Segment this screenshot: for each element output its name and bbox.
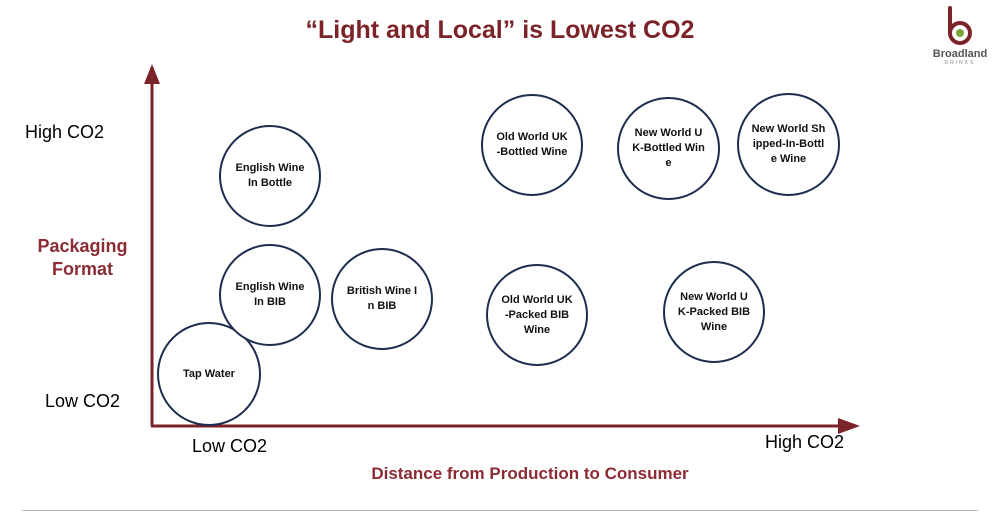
bubble-english-wine-bib[interactable]: English Wine In BIB xyxy=(219,244,321,346)
bubble-new-world-shipped-in-bottle[interactable]: New World Shipped-In-Bottle Wine xyxy=(737,93,840,196)
logo-subtitle: DRINKS xyxy=(944,60,976,66)
y-axis-low-label: Low CO2 xyxy=(45,391,121,411)
x-axis-title: Distance from Production to Consumer xyxy=(371,464,689,483)
bubble-label: New World UK-Bottled Wine xyxy=(632,127,705,169)
bubble-label: English Wine In Bottle xyxy=(235,162,305,189)
bubble-label: New World Shipped-In-Bottle Wine xyxy=(751,123,826,165)
bubble-old-world-uk-packed-bib[interactable]: Old World UK-Packed BIB Wine xyxy=(486,264,588,366)
bubble-english-wine-bottle[interactable]: English Wine In Bottle xyxy=(219,125,321,227)
bubble-old-world-uk-bottled[interactable]: Old World UK-Bottled Wine xyxy=(481,94,583,196)
page-title: “Light and Local” is Lowest CO2 xyxy=(305,16,695,44)
x-axis-high-label: High CO2 xyxy=(765,432,845,452)
y-axis-title: Packaging Format xyxy=(37,236,128,279)
y-axis-high-label: High CO2 xyxy=(25,122,105,142)
bubble-new-world-uk-bottled[interactable]: New World UK-Bottled Wine xyxy=(617,97,720,200)
bubble-tap-water[interactable]: Tap Water xyxy=(157,322,261,426)
x-axis-low-label: Low CO2 xyxy=(192,436,268,456)
brand-logo: Broadland DRINKS xyxy=(928,6,992,68)
y-axis-arrow-icon xyxy=(144,64,160,84)
bubble-label: British Wine In BIB xyxy=(346,285,418,312)
bubble-new-world-uk-packed-bib[interactable]: New World UK-Packed BIB Wine xyxy=(663,261,765,363)
logo-name: Broadland xyxy=(932,48,988,60)
bubble-label: English Wine In BIB xyxy=(235,281,305,308)
footer-divider xyxy=(22,510,978,511)
bubble-label: Old World UK-Bottled Wine xyxy=(496,131,568,158)
bubble-label: New World UK-Packed BIB Wine xyxy=(677,290,751,333)
bubble-british-wine-bib[interactable]: British Wine In BIB xyxy=(331,248,433,350)
bubble-label: Tap Water xyxy=(183,367,235,380)
bubble-label: Old World UK-Packed BIB Wine xyxy=(501,293,573,336)
logo-mark-icon xyxy=(948,6,972,45)
x-axis-arrow-icon xyxy=(838,418,860,434)
